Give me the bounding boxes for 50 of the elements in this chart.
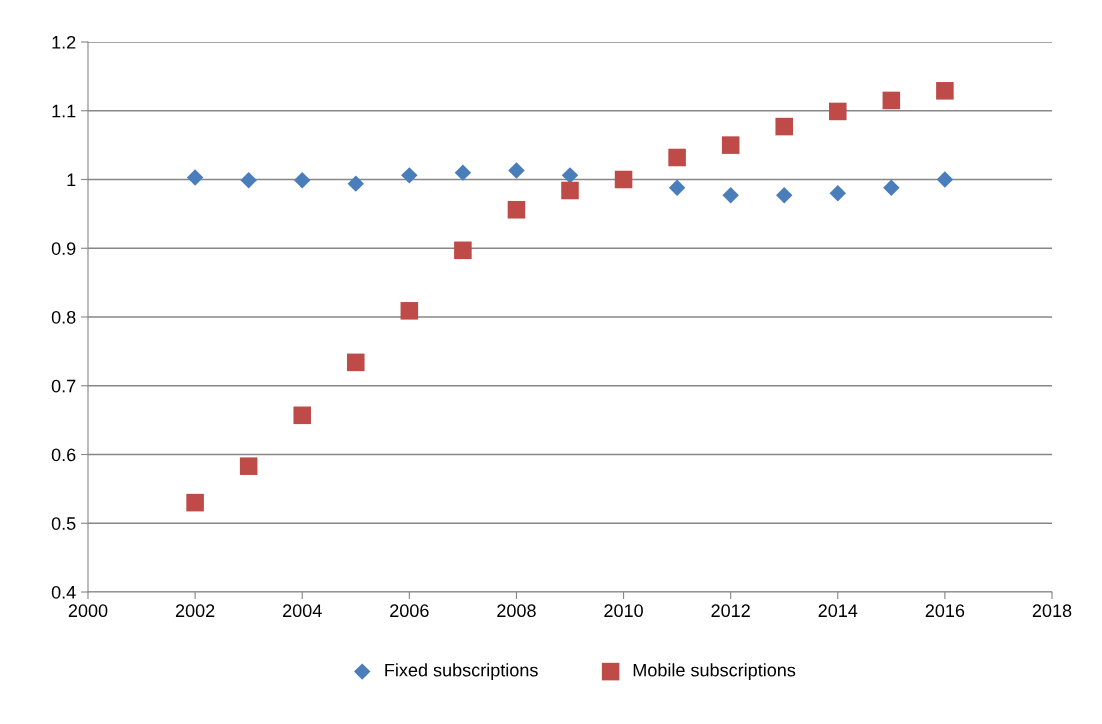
x-tick-label: 2012 <box>711 604 750 618</box>
point <box>347 175 364 192</box>
point <box>239 457 258 475</box>
point <box>722 187 739 204</box>
point <box>293 406 312 425</box>
x-tick-label: 2006 <box>390 604 429 618</box>
point <box>668 179 686 196</box>
point <box>882 91 901 110</box>
point <box>668 148 686 167</box>
point <box>561 167 579 184</box>
point <box>614 170 633 189</box>
y-tick-label: 0.7 <box>51 379 76 393</box>
legend-label: Mobile subscriptions <box>633 663 796 681</box>
y-tick-label: 1 <box>67 173 76 187</box>
y-tick-label: 0.9 <box>51 242 76 255</box>
point <box>294 171 311 189</box>
point <box>454 164 472 181</box>
point <box>401 167 418 184</box>
y-tick-label: 0.6 <box>51 448 76 462</box>
point <box>186 493 204 512</box>
point <box>240 171 257 189</box>
point <box>507 200 526 219</box>
x-tick-label: 2000 <box>68 604 108 618</box>
y-tick-label: 1.1 <box>52 104 76 118</box>
x-tick-label: 2002 <box>175 604 215 618</box>
point <box>186 169 204 186</box>
x-tick-label: 2014 <box>818 604 858 618</box>
point <box>561 181 579 200</box>
point <box>400 302 419 320</box>
x-tick-label: 2016 <box>925 604 965 618</box>
point <box>936 82 954 100</box>
x-tick-label: 2008 <box>497 604 536 618</box>
point <box>776 187 793 204</box>
point <box>454 241 472 260</box>
point <box>883 179 900 196</box>
x-tick-label: 2018 <box>1032 604 1072 618</box>
point <box>721 136 740 154</box>
point <box>346 353 365 372</box>
point <box>936 171 954 188</box>
point <box>775 117 794 136</box>
point <box>829 185 846 202</box>
y-tick-label: 0.8 <box>51 310 76 324</box>
y-tick-label: 0.5 <box>51 517 76 530</box>
point <box>508 162 525 179</box>
point <box>828 102 847 121</box>
y-tick-label: 1.2 <box>52 35 76 49</box>
x-tick-label: 2004 <box>283 604 322 618</box>
y-tick-label: 0.4 <box>51 585 76 599</box>
x-tick-label: 2010 <box>604 604 643 618</box>
legend-label: Fixed subscriptions <box>385 663 538 681</box>
